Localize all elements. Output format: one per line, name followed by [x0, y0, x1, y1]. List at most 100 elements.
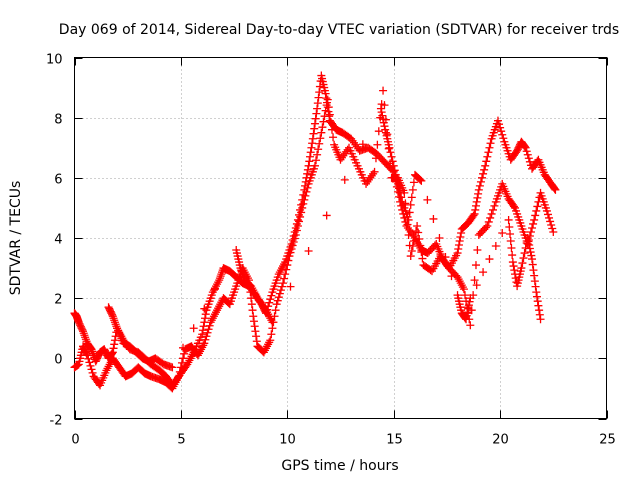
data-point	[454, 241, 463, 250]
data-point	[237, 268, 246, 277]
data-point	[179, 343, 188, 352]
data-point	[480, 165, 489, 174]
data-point	[387, 152, 396, 161]
data-point	[103, 364, 112, 373]
data-point	[396, 188, 405, 197]
data-point	[248, 306, 257, 315]
chart-title: Day 069 of 2014, Sidereal Day-to-day VTE…	[59, 22, 619, 38]
data-point	[397, 193, 406, 202]
data-point	[86, 361, 95, 370]
data-point	[455, 237, 464, 246]
data-point	[405, 208, 414, 217]
data-point	[310, 124, 319, 133]
data-point	[495, 120, 504, 129]
data-point	[550, 184, 559, 193]
data-point	[297, 208, 306, 217]
data-points	[70, 71, 560, 393]
data-point	[247, 300, 256, 309]
data-point	[352, 142, 361, 151]
data-point	[82, 349, 91, 358]
data-point	[440, 258, 449, 267]
data-point	[265, 338, 274, 347]
data-point	[389, 161, 398, 170]
data-point	[457, 281, 466, 290]
data-point	[201, 310, 210, 319]
data-point	[197, 345, 206, 354]
data-point	[189, 324, 198, 333]
data-point	[209, 286, 218, 295]
data-point	[336, 155, 345, 164]
data-point	[542, 206, 551, 215]
data-point	[311, 114, 320, 123]
data-point	[460, 291, 469, 300]
data-point	[268, 318, 277, 327]
data-point	[529, 266, 538, 275]
data-point	[249, 312, 258, 321]
data-point	[423, 195, 432, 204]
data-point	[88, 347, 97, 356]
data-point	[342, 147, 351, 156]
data-point	[281, 270, 290, 279]
data-point	[282, 265, 291, 274]
data-point	[110, 316, 119, 325]
data-point	[215, 274, 224, 283]
data-point	[262, 306, 271, 315]
data-point	[312, 109, 321, 118]
data-point	[79, 329, 88, 338]
data-point	[499, 134, 508, 143]
data-point	[479, 268, 488, 277]
data-point	[264, 310, 273, 319]
data-point	[214, 278, 223, 287]
data-point	[213, 280, 222, 289]
data-point	[504, 215, 513, 224]
data-point	[520, 249, 529, 258]
data-point	[169, 382, 178, 391]
data-point	[307, 143, 316, 152]
data-point	[404, 215, 413, 224]
y-tick-label: 4	[54, 233, 62, 248]
data-point	[456, 232, 465, 241]
data-point	[380, 101, 389, 110]
data-point	[545, 213, 554, 222]
data-point	[110, 336, 119, 345]
data-point	[105, 360, 114, 369]
data-point	[317, 128, 326, 137]
data-point	[199, 341, 208, 350]
data-point	[546, 217, 555, 226]
data-point	[473, 246, 482, 255]
data-point	[530, 215, 539, 224]
data-point	[417, 248, 426, 257]
data-point	[280, 274, 289, 283]
data-point	[213, 306, 222, 315]
data-point	[180, 349, 189, 358]
data-point	[323, 95, 332, 104]
data-point	[474, 189, 483, 198]
data-point	[409, 178, 418, 187]
data-point	[535, 310, 544, 319]
data-point	[293, 221, 302, 230]
data-point	[485, 143, 494, 152]
data-point	[379, 86, 388, 95]
data-point	[305, 152, 314, 161]
data-point	[498, 130, 507, 139]
data-point	[348, 136, 357, 145]
data-point	[471, 261, 480, 270]
data-point	[374, 127, 383, 136]
data-point	[302, 187, 311, 196]
data-point	[315, 139, 324, 148]
data-point	[530, 277, 539, 286]
data-point	[109, 314, 118, 323]
data-point	[415, 235, 424, 244]
data-point	[489, 205, 498, 214]
data-point	[315, 82, 324, 91]
data-point	[284, 256, 293, 265]
data-point	[416, 175, 425, 184]
data-point	[455, 277, 464, 286]
data-point	[349, 138, 358, 147]
data-point	[498, 228, 507, 237]
data-point	[87, 345, 96, 354]
data-point	[214, 304, 223, 313]
data-point	[534, 301, 543, 310]
data-point	[172, 376, 181, 385]
data-point	[78, 325, 87, 334]
